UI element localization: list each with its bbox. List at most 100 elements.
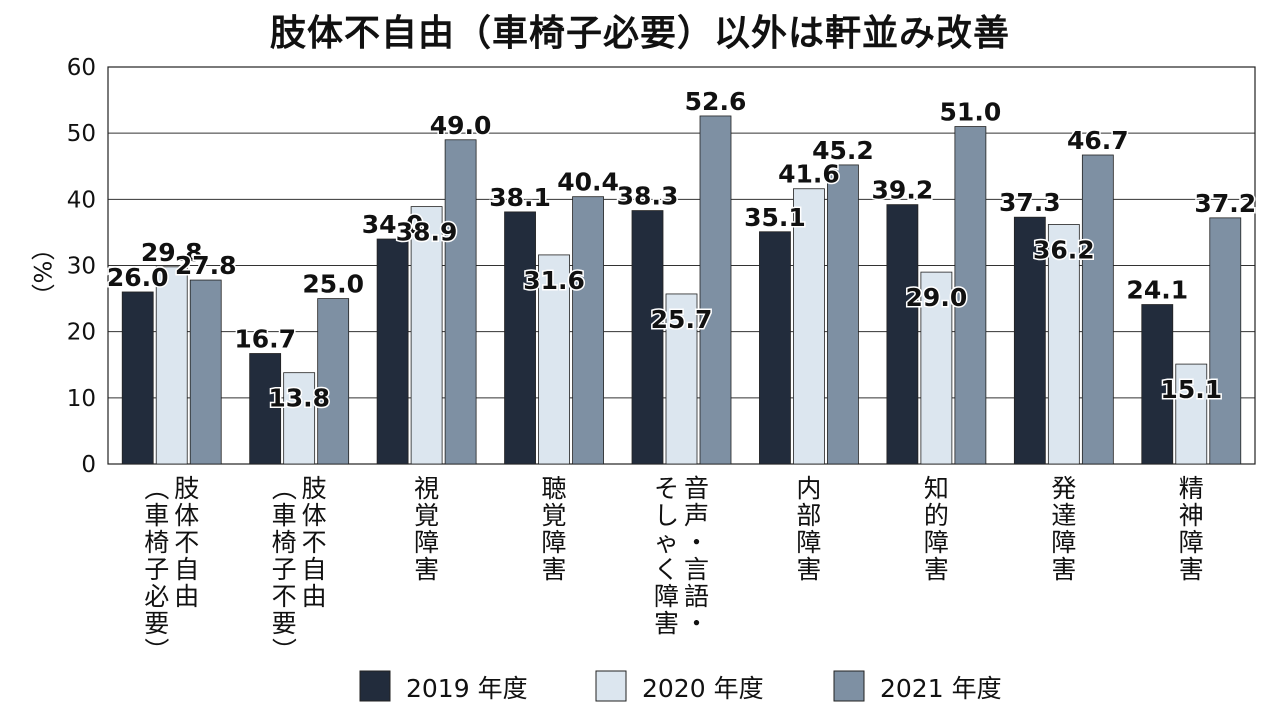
category-label-char: 聴 — [542, 474, 567, 503]
data-label: 38.3 — [617, 182, 679, 211]
category-label-char: 達 — [1051, 501, 1076, 530]
category-label-char: ゃ — [654, 528, 679, 557]
bar-3-6 — [827, 164, 859, 465]
bar-1-8 — [1013, 216, 1046, 465]
legend-swatch — [833, 670, 865, 702]
category-label-char: 言 — [684, 555, 709, 584]
bar-3-5 — [699, 115, 732, 465]
data-label: 16.7 — [234, 325, 296, 354]
legend-label: 2019 年度 — [406, 674, 528, 703]
category-label-char: 語 — [684, 582, 709, 611]
bar-1-1 — [121, 291, 154, 465]
category-label-char: 内 — [796, 474, 821, 503]
category-label-char: 発 — [1051, 474, 1076, 503]
data-label: 27.8 — [175, 251, 237, 280]
data-label: 31.6 — [523, 266, 585, 295]
category-label-char: 障 — [542, 528, 567, 557]
category-label-char: 車 — [144, 501, 169, 530]
bar-1-4 — [504, 211, 536, 465]
bar-2-5 — [665, 293, 698, 465]
category-label-char: 子 — [272, 555, 297, 584]
data-label: 37.3 — [999, 188, 1061, 217]
bar-3-9 — [1209, 217, 1242, 465]
bar-2-3 — [410, 206, 443, 465]
y-tick-label: 30 — [67, 254, 96, 280]
category-label-char: 自 — [302, 555, 327, 584]
category-label-char: （ — [142, 475, 171, 500]
y-tick-label: 10 — [67, 386, 96, 412]
data-label: 37.2 — [1194, 189, 1256, 218]
bar-2-7 — [920, 271, 953, 465]
category-label-char: 的 — [924, 501, 949, 530]
category-label-char: 障 — [1179, 528, 1204, 557]
data-label: 45.2 — [812, 136, 874, 165]
category-label-char: 神 — [1179, 501, 1204, 530]
category-label-char: 害 — [924, 555, 949, 584]
category-label-char: 肢 — [174, 474, 199, 503]
data-label: 41.6 — [778, 160, 840, 189]
category-label-char: 視 — [414, 474, 439, 503]
category-label-char: ） — [142, 637, 171, 662]
data-label: 35.1 — [744, 203, 806, 232]
category-label-char: く — [654, 555, 679, 584]
legend-label: 2020 年度 — [642, 674, 764, 703]
legend-label: 2021 年度 — [880, 674, 1002, 703]
category-label-char: 声 — [684, 501, 709, 530]
category-label-char: 不 — [272, 582, 297, 611]
category-label-char: 覚 — [414, 501, 439, 530]
category-label-char: ） — [269, 637, 298, 662]
bar-3-8 — [1081, 154, 1114, 465]
category-label-char: 害 — [542, 555, 567, 584]
category-label-char: 不 — [302, 528, 327, 557]
y-tick-label: 0 — [81, 452, 96, 478]
bar-3-3 — [444, 139, 477, 465]
category-label-char: 障 — [1051, 528, 1076, 557]
data-label: 34.0 — [362, 210, 424, 239]
category-label-char: ・ — [684, 609, 709, 638]
y-axis-label: （%） — [28, 237, 56, 308]
category-label-char: し — [654, 501, 679, 530]
bar-1-5 — [631, 210, 664, 465]
category-label-char: 障 — [414, 528, 439, 557]
category-label-char: 音 — [684, 474, 709, 503]
category-label-char: 必 — [144, 582, 169, 611]
bar-1-3 — [376, 238, 409, 465]
data-label: 25.7 — [651, 305, 713, 334]
data-label: 52.6 — [685, 87, 747, 116]
data-label: 13.8 — [268, 384, 330, 413]
category-label-char: 体 — [302, 501, 327, 530]
chart-title: 肢体不自由（車椅子必要）以外は軒並み改善 — [269, 13, 1010, 54]
bar-3-4 — [572, 196, 604, 465]
data-label: 29.0 — [906, 283, 968, 312]
category-label-char: 要 — [272, 609, 297, 638]
category-label-char: 精 — [1179, 474, 1204, 503]
bar-1-7 — [886, 204, 919, 465]
category-label-char: 害 — [796, 555, 821, 584]
bar-2-4 — [538, 254, 570, 465]
category-label-char: 知 — [924, 474, 949, 503]
legend-swatch — [595, 670, 627, 702]
category-label-char: 子 — [144, 555, 169, 584]
bar-2-8 — [1047, 224, 1080, 465]
category-label-char: 害 — [414, 555, 439, 584]
data-label: 51.0 — [940, 98, 1002, 127]
category-label-char: 障 — [654, 582, 679, 611]
category-label-char: 由 — [174, 582, 199, 611]
category-label-char: 覚 — [542, 501, 567, 530]
category-label-char: 害 — [1179, 555, 1204, 584]
category-label-char: 椅 — [144, 528, 169, 557]
category-label-char: ・ — [684, 528, 709, 557]
data-label: 26.0 — [107, 263, 169, 292]
data-label: 46.7 — [1067, 126, 1129, 155]
category-label-char: 車 — [272, 501, 297, 530]
category-label-char: 害 — [1051, 555, 1076, 584]
category-label-char: そ — [654, 474, 679, 503]
bar-2-2 — [283, 372, 316, 465]
bar-2-9 — [1175, 363, 1208, 465]
category-label-char: 肢 — [302, 474, 327, 503]
bar-1-9 — [1141, 304, 1174, 465]
data-label: 15.1 — [1160, 375, 1222, 404]
category-label-char: 自 — [174, 555, 199, 584]
category-label-char: 害 — [654, 609, 679, 638]
bar-1-2 — [249, 353, 282, 465]
